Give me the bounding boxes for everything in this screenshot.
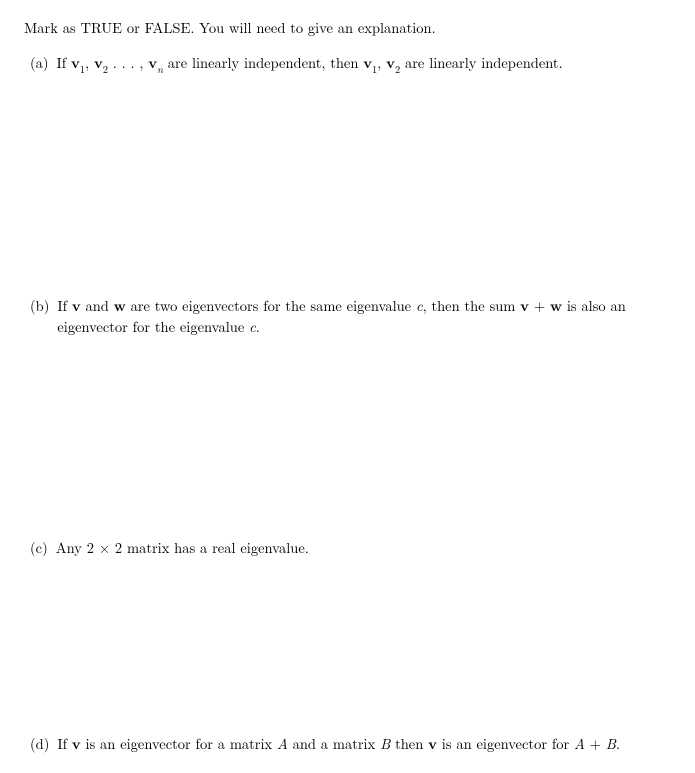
matrix-B2: B — [606, 734, 616, 754]
part-c-label: (c) — [24, 538, 56, 559]
part-a-content: If v1, v2 . . . , vn are linearly indepe… — [57, 53, 671, 76]
text: If — [57, 734, 72, 754]
matrix-B: B — [380, 734, 390, 754]
sub-1b: 1 — [372, 62, 377, 77]
sub-n: n — [157, 62, 163, 77]
part-d: (d) If v is an eigenvector for a matrix … — [24, 734, 671, 755]
part-a-label: (a) — [24, 53, 57, 74]
sub-1: 1 — [80, 62, 85, 77]
vector-v2: v — [520, 296, 529, 316]
text: . — [616, 734, 620, 754]
instruction-text: Mark as TRUE or FALSE. You will need to … — [24, 18, 671, 39]
matrix-A: A — [277, 734, 288, 754]
text: are linearly independent, then — [163, 53, 363, 73]
text: then — [390, 734, 428, 754]
vector-v1b: v — [363, 53, 372, 73]
text: are linearly independent. — [400, 53, 562, 73]
text: and a matrix — [288, 734, 380, 754]
vector-vn: v — [148, 53, 157, 73]
text: , — [377, 53, 386, 73]
text: + — [529, 296, 550, 316]
text: and — [81, 296, 114, 316]
sub-2b: 2 — [395, 62, 400, 77]
vector-v2b: v — [386, 53, 395, 73]
vector-v: v — [72, 734, 81, 754]
vector-w2: w — [550, 296, 562, 316]
text: . . . , — [108, 53, 148, 73]
text: If — [57, 296, 72, 316]
part-a: (a) If v1, v2 . . . , vn are linearly in… — [24, 53, 671, 76]
scalar-c: c — [416, 296, 423, 316]
vector-v2: v — [94, 53, 103, 73]
vector-v2: v — [428, 734, 437, 754]
vector-w: w — [114, 296, 126, 316]
part-b-label: (b) — [24, 296, 57, 317]
text: is an eigenvector for a matrix — [81, 734, 277, 754]
vector-v1: v — [71, 53, 80, 73]
part-c: (c) Any 2 × 2 matrix has a real eigenval… — [24, 538, 671, 559]
part-d-content: If v is an eigenvector for a matrix A an… — [57, 734, 671, 755]
scalar-c2: c — [249, 317, 256, 337]
text: If — [57, 53, 72, 73]
text: is an eigenvector for — [437, 734, 574, 754]
part-b: (b) If v and w are two eigenvectors for … — [24, 296, 671, 338]
text: . — [256, 317, 260, 337]
matrix-A2: A — [574, 734, 585, 754]
text: + — [585, 734, 606, 754]
text: are two eigenvectors for the same eigenv… — [126, 296, 416, 316]
text: , then the sum — [423, 296, 521, 316]
text: , — [85, 53, 94, 73]
part-b-content: If v and w are two eigenvectors for the … — [57, 296, 671, 338]
vector-v: v — [72, 296, 81, 316]
sub-2: 2 — [103, 62, 108, 77]
part-c-content: Any 2 × 2 matrix has a real eigenvalue. — [56, 538, 671, 559]
part-d-label: (d) — [24, 734, 57, 755]
